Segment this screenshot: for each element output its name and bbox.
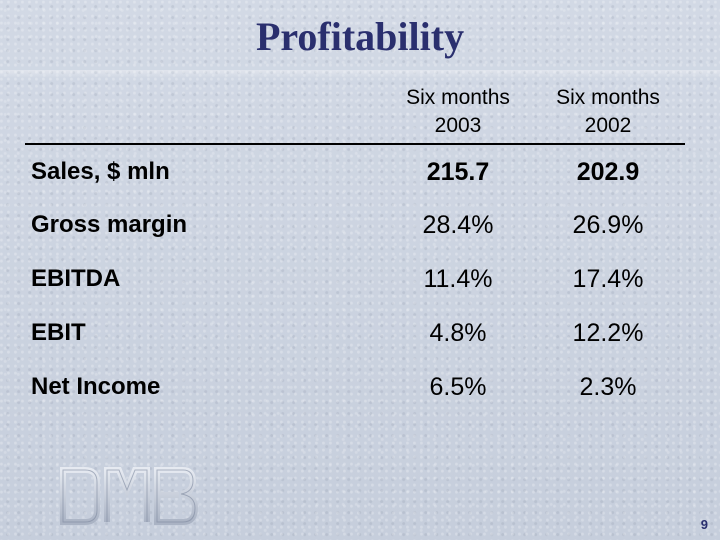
table-row-ebit: EBIT 4.8% 12.2% (0, 313, 720, 353)
value-2003: 28.4% (422, 211, 494, 239)
row-label: EBIT (31, 319, 86, 346)
company-logo (60, 467, 199, 525)
table-row-net-income: Net Income 6.5% 2.3% (0, 367, 720, 407)
value-2003: 11.4% (423, 265, 493, 293)
table-row-sales: Sales, $ mln 215.7 202.9 (0, 152, 720, 192)
value-2002: 26.9% (572, 211, 644, 239)
header-divider (25, 143, 685, 145)
value-2003: 6.5% (429, 373, 487, 401)
column-header-2003: Six months 2003 (383, 84, 533, 140)
value-2002: 12.2% (572, 319, 644, 347)
slide-title: Profitability (255, 14, 465, 59)
column-header-period: Six months (556, 86, 660, 109)
value-2002: 17.4% (572, 265, 644, 293)
value-2002: 2.3% (579, 373, 637, 401)
value-2003: 4.8% (429, 319, 487, 347)
column-header-year: 2002 (584, 114, 632, 137)
column-header-2002: Six months 2002 (533, 84, 683, 140)
row-label: Net Income (31, 373, 161, 400)
row-label: Sales, $ mln (31, 158, 170, 185)
table-row-gross-margin: Gross margin 28.4% 26.9% (0, 205, 720, 245)
row-label: EBITDA (31, 265, 121, 292)
table-row-ebitda: EBITDA 11.4% 17.4% (0, 259, 720, 299)
value-2002: 202.9 (576, 158, 640, 186)
row-label: Gross margin (31, 211, 188, 238)
value-2003: 215.7 (426, 158, 490, 186)
column-header-year: 2003 (434, 114, 482, 137)
page-number: 9 (700, 517, 708, 532)
title-band (0, 70, 720, 78)
column-header-period: Six months (406, 86, 510, 109)
